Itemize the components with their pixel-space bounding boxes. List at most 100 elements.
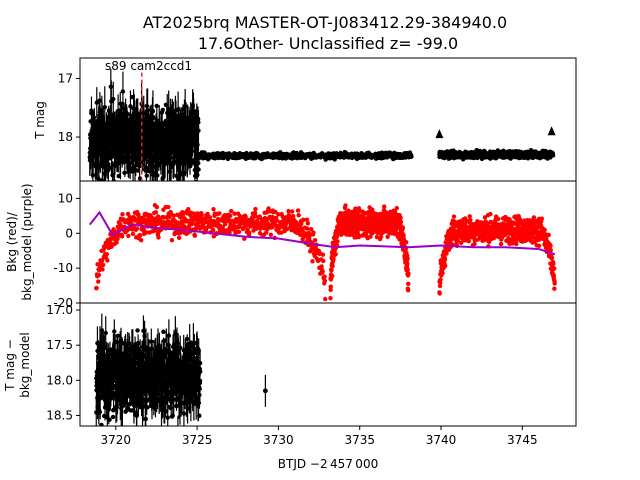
data-point (160, 107, 165, 113)
model-line (88, 210, 556, 256)
data-point (95, 262, 100, 267)
data-point (409, 154, 414, 159)
data-point (467, 214, 472, 219)
data-point (320, 269, 325, 274)
data-point (438, 280, 443, 285)
data-point (176, 235, 182, 241)
data-point (198, 216, 203, 221)
data-point (207, 215, 213, 220)
data-point (201, 221, 206, 227)
data-point (353, 206, 358, 211)
data-point (321, 258, 326, 264)
data-point (304, 217, 310, 222)
data-point (320, 252, 326, 257)
data-point (330, 264, 335, 269)
data-point (155, 173, 160, 178)
data-point (192, 233, 198, 238)
data-point (299, 221, 304, 227)
data-point (99, 422, 104, 426)
data-point (90, 172, 96, 178)
data-point (222, 222, 228, 227)
data-point (227, 230, 232, 235)
data-point (499, 235, 505, 241)
data-point (442, 263, 448, 269)
data-point (94, 285, 99, 291)
data-point (171, 213, 177, 218)
data-point (514, 241, 519, 247)
data-point (398, 219, 404, 225)
data-point (199, 212, 204, 218)
data-point (223, 228, 229, 233)
data-point (153, 210, 159, 215)
data-point (104, 252, 109, 257)
data-point (196, 167, 201, 172)
data-point (323, 296, 328, 302)
middle-panel: 100-10-20 (53, 180, 577, 310)
data-point (144, 230, 149, 235)
data-point (228, 213, 233, 219)
data-point (498, 241, 504, 247)
data-point (120, 212, 125, 217)
data-point (444, 251, 449, 256)
data-point (100, 267, 105, 272)
data-point (381, 204, 387, 209)
data-point (406, 271, 411, 276)
data-point (273, 209, 278, 215)
data-point (289, 209, 295, 214)
data-point (196, 160, 201, 166)
data-point (96, 279, 101, 284)
data-point (440, 270, 445, 276)
data-point (243, 214, 248, 219)
data-point (253, 206, 258, 212)
data-point (322, 278, 328, 284)
data-point (405, 288, 411, 293)
data-point (102, 105, 107, 110)
data-point (178, 229, 184, 235)
data-point (295, 208, 301, 213)
data-point (311, 230, 316, 235)
data-point (279, 230, 284, 235)
data-point (115, 236, 120, 242)
data-point (458, 240, 464, 245)
data-point (186, 206, 191, 212)
data-point (546, 232, 551, 238)
data-point (385, 234, 390, 240)
data-point (151, 115, 156, 120)
data-point (466, 239, 471, 244)
data-point (374, 234, 380, 240)
data-point (491, 235, 497, 241)
data-point (276, 212, 281, 217)
data-point (129, 219, 134, 224)
data-point (125, 112, 131, 117)
data-point (119, 234, 125, 239)
data-point (268, 232, 274, 238)
data-point (496, 216, 501, 222)
data-point (437, 283, 443, 289)
data-point (144, 173, 149, 178)
data-point (552, 281, 557, 286)
data-point (96, 272, 102, 278)
data-point (438, 277, 443, 282)
data-point (118, 101, 123, 106)
data-point (405, 256, 410, 261)
data-point (191, 211, 197, 216)
data-point (250, 217, 255, 222)
data-point (301, 217, 306, 222)
y-tick-label: 17 (58, 72, 73, 86)
data-point (150, 108, 156, 114)
y-tick-label: -10 (53, 261, 73, 275)
data-point (232, 211, 237, 216)
data-point (168, 165, 174, 170)
data-point (328, 284, 333, 289)
data-point (136, 212, 141, 217)
data-point (138, 237, 144, 243)
data-point (468, 217, 473, 223)
plot-area (87, 69, 556, 181)
data-point (539, 216, 545, 221)
y-tick-label: 0 (65, 226, 73, 240)
data-point (455, 238, 460, 243)
data-point (100, 262, 106, 268)
